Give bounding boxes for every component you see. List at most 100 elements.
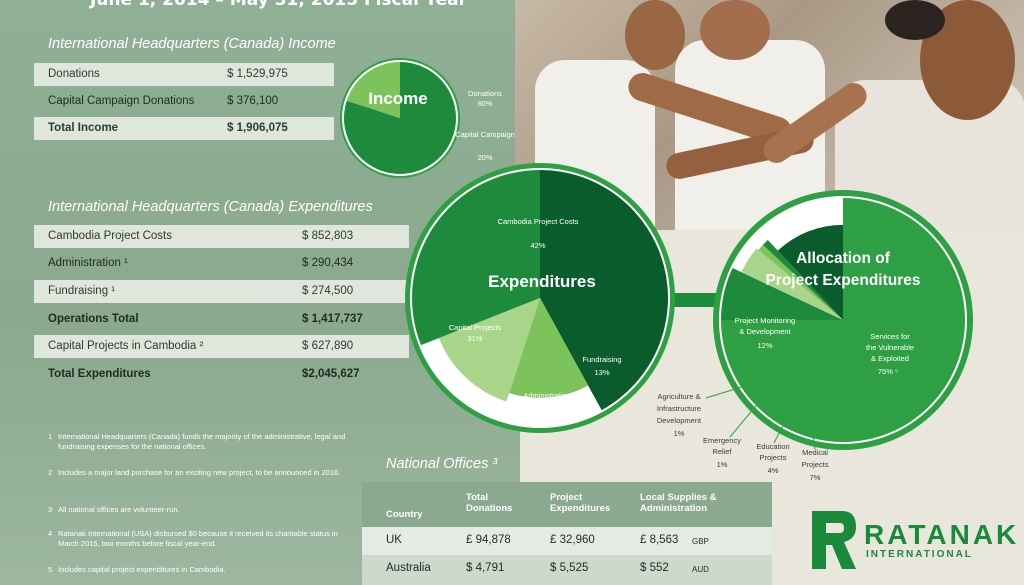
logo-subtitle: INTERNATIONAL [866,549,973,560]
pie-slice-project-monitoring-development [777,224,843,320]
footnote-text: Includes capital project expenditures in… [58,565,226,574]
expenditure-row-value: $ 290,434 [302,257,354,269]
expenditures-pie [405,163,675,433]
footnote-text: International Headquarters (Canada) fund… [58,432,346,451]
footnote-number: 4 [48,529,53,538]
leader-line [809,419,816,450]
income-row-label: Total Income [48,122,119,134]
office-currency: GBP [692,537,709,546]
pie-slice-fundraising [509,298,589,398]
income-row: Capital Campaign Donations $ 376,100 [34,90,334,113]
offices-title: National Offices ³ [386,456,498,472]
alloc-ext-label-1: Education [756,442,789,451]
expenditure-row-label: Fundraising ¹ [48,285,116,297]
leader-line [773,411,791,444]
expend-slice-pct: 31% [467,334,482,343]
expenditure-subtotal-row: Operations Total $ 1,417,737 [34,308,409,331]
office-currency: AUD [692,565,709,574]
office-donations: £ 94,878 [466,534,511,546]
footnote-text: Ratanak International (USA) disbursed $0… [58,529,338,548]
footnote: 4 Ratanak International (USA) disbursed … [48,529,348,549]
alloc-slice-pct: 12% [757,341,772,350]
alloc-ext-pct: 1% [717,460,728,469]
expenditure-row-label: Administration ¹ [48,257,128,269]
expenditure-row-value: $ 852,803 [302,230,354,242]
office-country: Australia [386,562,431,574]
footnote-number: 2 [48,468,53,477]
expenditure-row-value: $ 627,890 [302,340,354,352]
income-row: Donations $ 1,529,975 [34,63,334,86]
expenditure-row: Administration ¹ $ 290,434 [34,252,409,275]
pie-slice-cambodia-project-costs [540,170,669,411]
expend-slice-pct: 13% [594,368,609,377]
alloc-slice-label-2: & Development [739,327,791,336]
pie-slice-administration [438,298,540,402]
expenditure-row-value: $ 274,500 [302,285,354,297]
offices-header-cell: Local Supplies & Administration [640,492,717,514]
pie-slice-education-projects [741,248,843,320]
offices-row: UK £ 94,878 £ 32,960 £ 8,563 GBP [362,527,772,555]
pie-slice-agriculture-infrastructure-development [762,239,843,320]
office-expenditures: $ 5,525 [550,562,589,574]
income-pie [340,58,460,178]
offices-header-cell: Country [386,509,423,520]
expend-slice-pct: 42% [530,241,545,250]
office-country: UK [386,534,402,546]
alloc-ext-label-2: Infrastructure [657,404,701,413]
income-slice-pct: 20% [477,153,492,162]
alloc-ext-label-2: Projects [759,453,786,462]
alloc-ext-pct: 4% [768,466,779,475]
offices-header-cell: Total Donations [466,492,513,514]
expend-slice-label: Capital Projects [449,323,502,332]
expenditure-row-label: Cambodia Project Costs [48,230,172,242]
expenditures-pie-title: Expenditures [488,272,596,291]
leader-line [705,381,759,399]
offices-table: Country Total Donations Project Expendit… [362,482,772,585]
office-supplies: $ 552 [640,562,669,574]
footnote: 1 International Headquarters (Canada) fu… [48,432,348,452]
footnote-number: 1 [48,432,53,441]
pie-slice-emergency-relief [758,244,843,320]
expenditure-row-label: Total Expenditures [48,368,151,380]
income-pie-title: Income [368,89,428,108]
offices-header: Country Total Donations Project Expendit… [362,482,772,527]
alloc-ext-label-2: Projects [801,460,828,469]
alloc-slice-label-1: Services for [870,332,910,341]
income-row-value: $ 376,100 [227,95,279,107]
expenditure-section-title: International Headquarters (Canada) Expe… [48,199,373,215]
footnote: 3 All national offices are volunteer-run… [48,505,348,515]
offices-header-cell: Project Expenditures [550,492,611,514]
office-supplies: £ 8,563 [640,534,679,546]
children-photo [515,0,1024,230]
alloc-ext-label-1: Medical [802,448,828,457]
pie-slice-medical-projects [721,268,843,320]
alloc-slice-label-1: Project Monitoring [735,316,795,325]
expenditure-total-row: Total Expenditures $2,045,627 [34,363,409,386]
leader-line [729,394,766,438]
income-section-title: International Headquarters (Canada) Inco… [48,36,336,52]
footnote-number: 5 [48,565,53,574]
allocation-pie-title-1: Allocation of [796,250,891,267]
pie-slice-capital-projects [412,170,540,346]
alloc-ext-pct: 1% [674,429,685,438]
alloc-ext-label-3: Development [657,416,702,425]
alloc-ext-label-2: Relief [712,447,732,456]
income-row-value: $ 1,906,075 [227,122,288,134]
office-expenditures: £ 32,960 [550,534,595,546]
footnote-text: Includes a major land purchase for an ex… [58,468,341,477]
alloc-slice-label-2: the Vulnerable [866,343,914,352]
allocation-pie [713,190,973,450]
expenditure-row: Cambodia Project Costs $ 852,803 [34,225,409,248]
expenditure-row-label: Operations Total [48,313,139,325]
expend-slice-label: Administration [523,391,571,400]
footnote-number: 3 [48,505,53,514]
ratanak-logo-icon [812,511,856,569]
expend-slice-pct: 14% [539,403,554,412]
income-row-value: $ 1,529,975 [227,68,288,80]
office-donations: $ 4,791 [466,562,505,574]
expenditure-row: Fundraising ¹ $ 274,500 [34,280,409,303]
footnote-text: All national offices are volunteer-run. [58,505,180,514]
expenditure-row-label: Capital Projects in Cambodia ² [48,340,204,352]
income-slice-label: Capital Campaign [455,130,515,139]
